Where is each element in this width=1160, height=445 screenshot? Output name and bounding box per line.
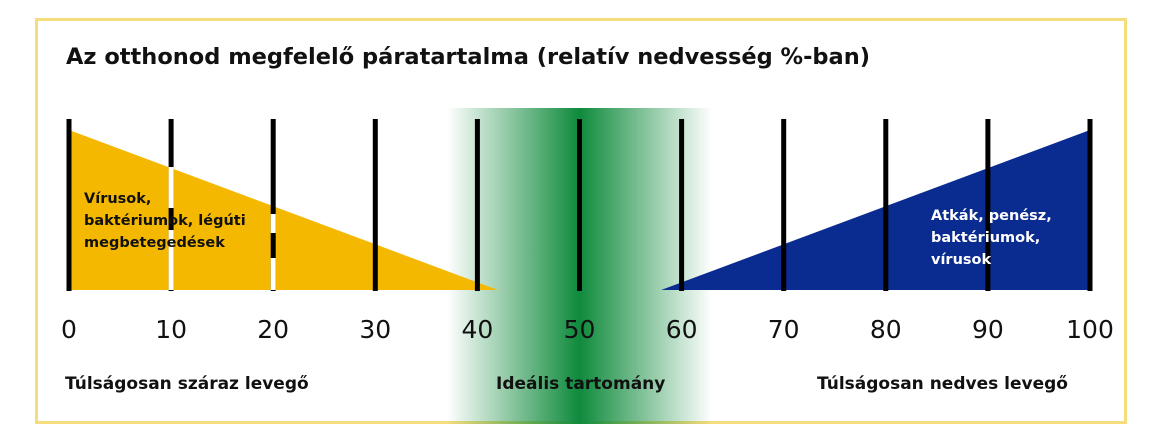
tick-lines bbox=[66, 119, 1093, 291]
diagram-title: Az otthonod megfelelő páratartalma (rela… bbox=[66, 44, 871, 70]
dry-label-line-1: Vírusok, bbox=[84, 191, 151, 207]
humid-label-line-1: Atkák, penész, bbox=[931, 208, 1052, 224]
tick-label-80: 80 bbox=[870, 315, 902, 344]
dry-zone-risks-label: Vírusok, baktériumok, légúti megbetegedése… bbox=[84, 191, 246, 251]
caption-too-dry: Túlságosan száraz levegő bbox=[65, 374, 309, 394]
tick-label-60: 60 bbox=[666, 315, 698, 344]
dry-label-line-2: baktériumok, légúti bbox=[84, 213, 246, 229]
caption-ideal-range: Ideális tartomány bbox=[496, 374, 665, 394]
tick-labels: 0 10 20 30 40 50 60 70 80 90 100 bbox=[61, 315, 1114, 344]
tick-label-50: 50 bbox=[564, 315, 596, 344]
tick-label-70: 70 bbox=[768, 315, 800, 344]
tick-label-40: 40 bbox=[461, 315, 493, 344]
tick-label-20: 20 bbox=[257, 315, 289, 344]
tick-label-30: 30 bbox=[359, 315, 391, 344]
tick-label-10: 10 bbox=[155, 315, 187, 344]
humid-zone-triangle bbox=[661, 130, 1090, 290]
caption-too-humid: Túlságosan nedves levegő bbox=[817, 374, 1068, 394]
dry-label-line-3: megbetegedések bbox=[84, 235, 225, 251]
dry-zone-triangle bbox=[69, 130, 498, 290]
humid-zone-risks-label: Atkák, penész, baktériumok, vírusok bbox=[931, 208, 1052, 268]
humid-label-line-2: baktériumok, bbox=[931, 230, 1040, 246]
tick-label-0: 0 bbox=[61, 315, 77, 344]
tick-label-100: 100 bbox=[1066, 315, 1114, 344]
tick-label-90: 90 bbox=[972, 315, 1004, 344]
humid-label-line-3: vírusok bbox=[931, 252, 991, 268]
